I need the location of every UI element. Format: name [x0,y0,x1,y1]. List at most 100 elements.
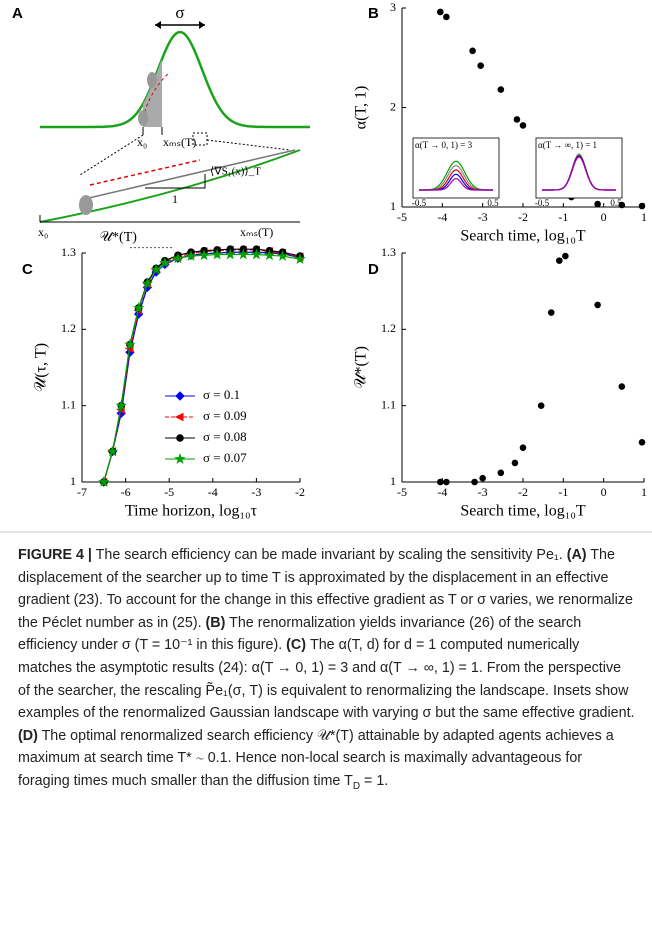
displacement-arrow [142,71,171,119]
x-tick-label: -2 [518,210,528,224]
gaussian-curve [40,30,310,129]
marker [250,248,263,260]
point [618,383,626,390]
marker [185,250,197,261]
point [556,257,563,264]
marker [132,301,145,313]
sigma-label: σ [175,3,184,22]
panel: C -7 -6 -5 -4 -3 -2 1 1.1 1.2 1.3 Time horizon, log… [22,230,306,520]
y-tick-label: 3 [390,0,396,14]
point [443,13,450,21]
x0-label: x₀ [38,225,48,239]
x-tick-label: -5 [164,485,174,499]
caption-run: The renormalization yields invariance (2… [18,614,582,654]
point [443,478,450,486]
arrowheads [155,21,205,29]
y-tick-label: 2 [390,99,396,113]
marker [115,399,127,411]
legend-label: σ = 0.09 [203,408,247,423]
zoom-line [206,139,291,151]
x-tick-label: 0 [601,210,607,224]
figure: A σ x₀ xₘₛ(T) 1 ⟨∇S₁(x)⟩_T x₀ xₘₛ(T) B -5… [0,0,652,533]
zoom-box [192,132,208,146]
point [437,478,444,486]
panel-letter: D [368,261,379,278]
marker [263,249,276,261]
legend-marker [176,434,184,442]
panel-a: A σ x₀ xₘₛ(T) 1 ⟨∇S₁(x)⟩_T x₀ xₘₛ(T) [12,3,310,239]
searcher [79,195,93,215]
marker [294,253,306,264]
xms-label: xₘₛ(T) [240,225,273,239]
y-axis-label: α(T, 1) [353,86,370,130]
panel: B -5 -4 -3 -2 -1 0 1 1 2 3 Search time, log₁₀T α(T, … [353,0,647,245]
series-line [103,253,301,483]
point [594,301,601,309]
inset-tick-label: -0.5 [412,198,427,208]
marker [276,250,289,261]
caption-run: D [352,780,361,792]
x-tick-label: -3 [478,210,488,224]
caption-run: (D) [18,727,38,744]
panel-letter: B [368,5,379,22]
caption: FIGURE 4 | The search efficiency can be … [18,544,636,798]
marker [106,445,119,457]
x-tick-label: -4 [437,210,447,224]
point [519,122,527,129]
legend-marker [175,391,185,401]
x-tick-label: -3 [251,485,261,499]
y-axis-label: 𝒰*(T) [353,346,370,389]
x-axis-label: Search time, log₁₀T [460,503,586,520]
point [513,116,521,123]
x-tick-label: 1 [641,485,647,499]
point [618,201,626,209]
panel-letter: C [22,261,33,278]
y-tick-label: 1.2 [61,321,76,335]
y-tick-label: 1.3 [61,245,76,259]
marker [124,338,136,350]
x-tick-label: -1 [558,485,568,499]
marker [211,248,223,260]
point [511,459,519,467]
zoom-line [79,134,144,176]
caption-run: FIGURE 4 | [18,547,92,563]
marker [237,248,250,260]
x-tick-label: -3 [478,485,488,499]
x-axis-label: Time horizon, log₁₀τ [125,503,258,520]
panel: D -5 -4 -3 -2 -1 0 1 1 1.1 1.2 1.3 Search time, log₁… [353,245,647,520]
y-tick-label: 1.1 [381,397,396,411]
annotation: 𝒰*(T) [99,230,137,245]
point [469,47,476,55]
y-axis-label: 𝒰(τ, T) [33,343,50,392]
marker [141,277,154,289]
caption-run: (B) [205,614,226,631]
x-tick-label: -1 [558,210,568,224]
searcher [147,72,157,88]
legend-marker [174,412,184,422]
x-tick-label: -2 [295,485,305,499]
x-tick-label: -2 [518,485,528,499]
series-line [103,248,301,483]
point [537,402,545,409]
caption-run: (C) [286,637,307,654]
marker [224,248,236,260]
point [479,474,486,482]
point [562,252,569,260]
x-tick-label: -6 [121,485,131,499]
caption-run: The search efficiency can be made invari… [91,547,567,563]
point [638,439,646,446]
displacement-arrow [89,159,201,186]
x-tick-label: 0 [601,485,607,499]
caption-run: The displacement of the searcher up to t… [18,547,633,631]
x-axis-label: Search time, log₁₀T [460,228,586,245]
x-tick-label: -5 [397,210,407,224]
x0-label: x₀ [137,135,147,149]
gradient-curve [39,149,301,223]
xms-label: xₘₛ(T) [163,135,196,149]
y-tick-label: 1 [390,199,396,213]
inset [412,137,500,199]
y-tick-label: 1 [390,474,396,488]
point [437,8,444,16]
point [477,62,484,70]
